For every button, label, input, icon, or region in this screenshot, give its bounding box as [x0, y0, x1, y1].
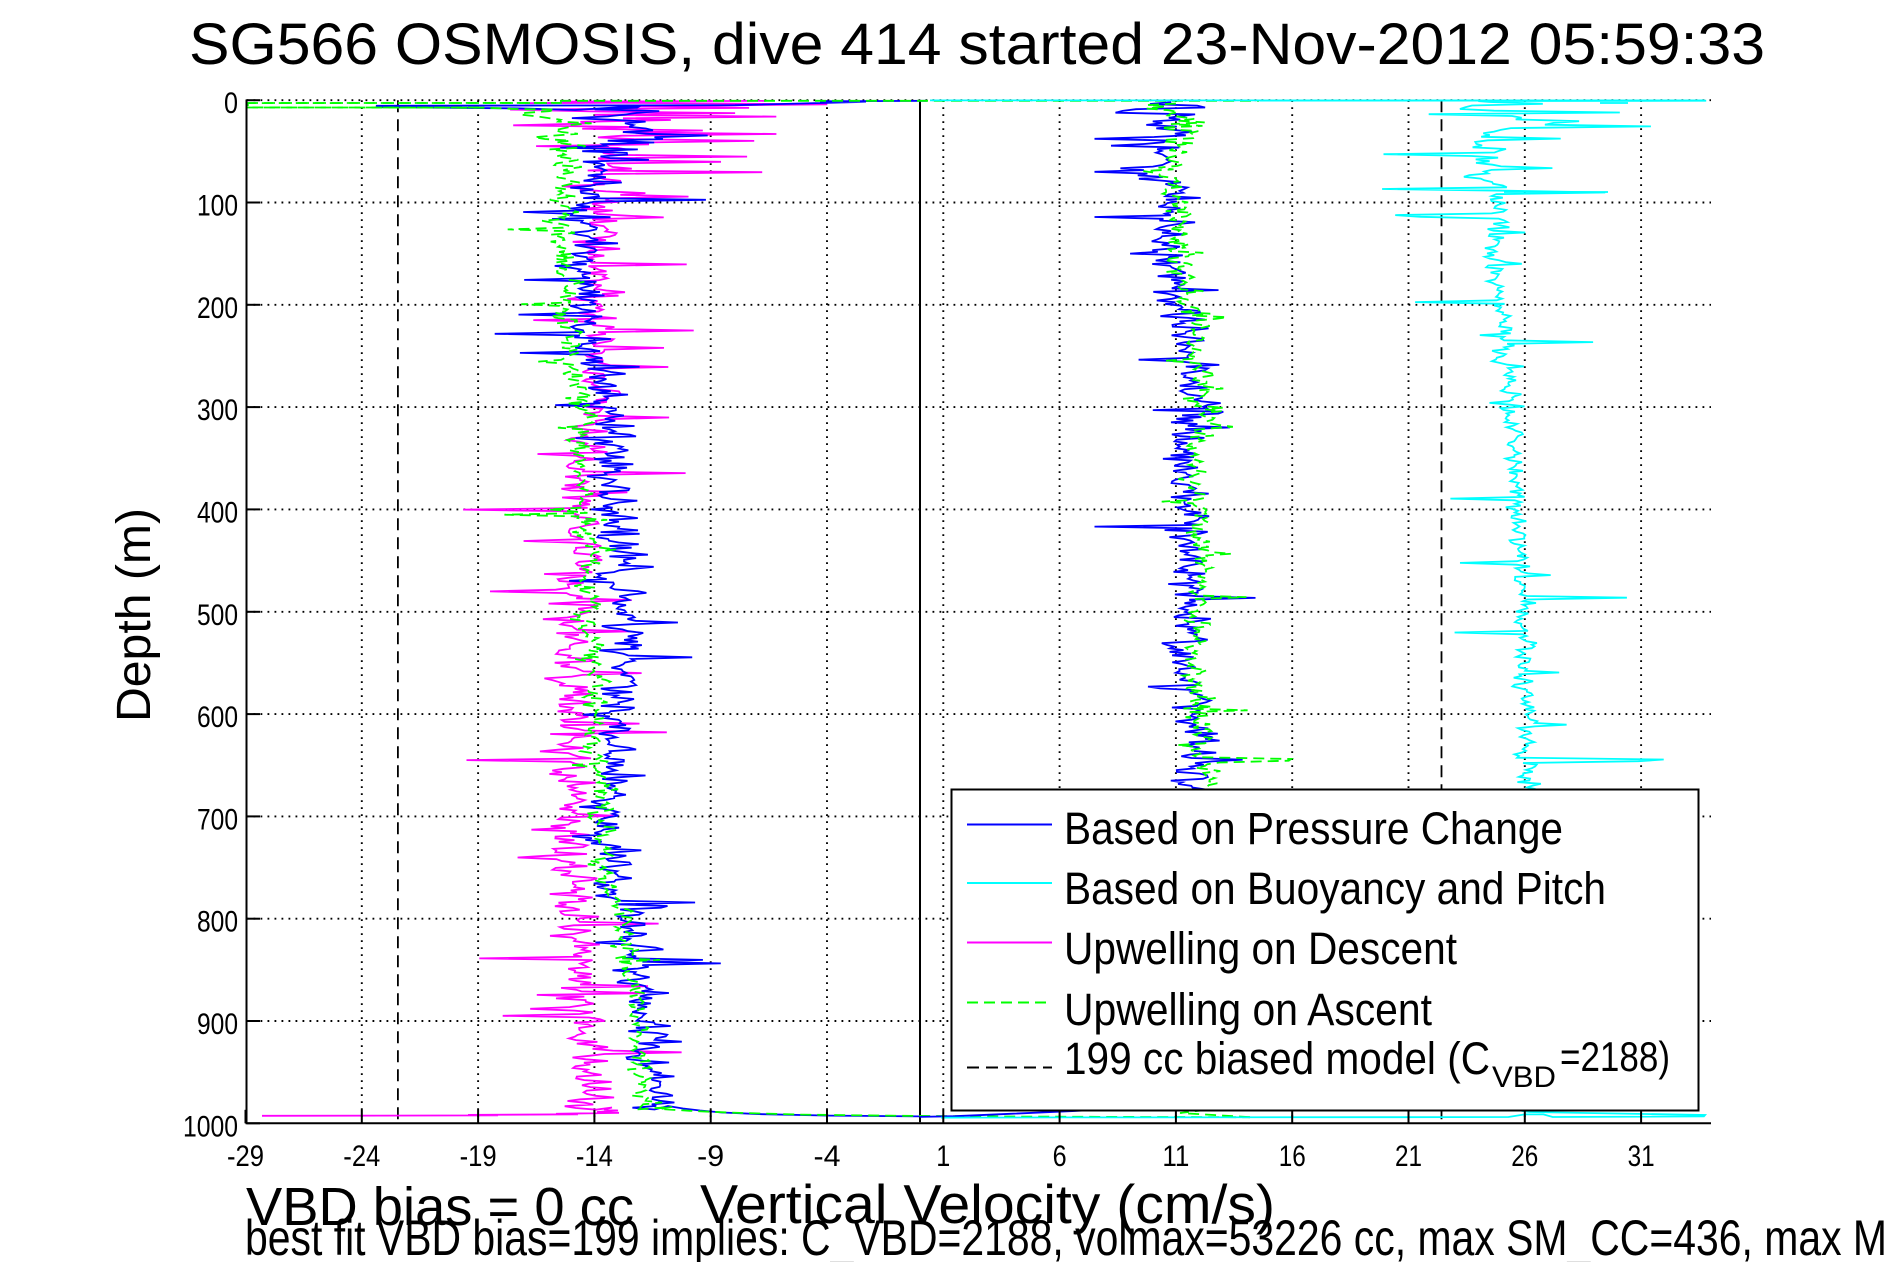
svg-text:Vertical Velocity (cm/s): Vertical Velocity (cm/s) — [700, 1173, 1275, 1235]
svg-text:-4: -4 — [814, 1140, 841, 1173]
svg-text:1: 1 — [936, 1140, 950, 1173]
svg-text:Depth (m): Depth (m) — [108, 508, 161, 722]
svg-text:26: 26 — [1511, 1140, 1538, 1173]
svg-text:Upwelling on Descent: Upwelling on Descent — [1064, 923, 1457, 974]
svg-text:600: 600 — [197, 701, 238, 734]
svg-text:31: 31 — [1628, 1140, 1655, 1173]
svg-text:300: 300 — [197, 394, 238, 427]
svg-text:SG566 OSMOSIS, dive 414 starte: SG566 OSMOSIS, dive 414 started 23-Nov-2… — [189, 12, 1765, 77]
svg-text:VBD: VBD — [1492, 1061, 1556, 1094]
svg-text:800: 800 — [197, 906, 238, 939]
svg-text:900: 900 — [197, 1008, 238, 1041]
svg-text:Based on Buoyancy and Pitch: Based on Buoyancy and Pitch — [1064, 863, 1606, 914]
svg-text:-9: -9 — [697, 1140, 724, 1173]
svg-text:16: 16 — [1279, 1140, 1306, 1173]
svg-text:-24: -24 — [343, 1140, 380, 1173]
svg-text:6: 6 — [1053, 1140, 1067, 1173]
svg-text:11: 11 — [1162, 1140, 1189, 1173]
svg-text:21: 21 — [1395, 1140, 1422, 1173]
svg-text:100: 100 — [197, 190, 238, 223]
svg-text:best fit VBD bias=199 implies:: best fit VBD bias=199 implies: C_VBD=218… — [245, 1210, 1887, 1262]
svg-text:=2188): =2188) — [1560, 1033, 1670, 1080]
svg-text:-14: -14 — [576, 1140, 613, 1173]
svg-text:500: 500 — [197, 599, 238, 632]
svg-text:-19: -19 — [460, 1140, 497, 1173]
svg-text:VBD bias = 0 cc: VBD bias = 0 cc — [246, 1177, 634, 1237]
svg-text:700: 700 — [197, 803, 238, 836]
svg-text:Based on Pressure Change: Based on Pressure Change — [1064, 803, 1563, 854]
svg-text:200: 200 — [197, 292, 238, 325]
svg-text:0: 0 — [224, 87, 238, 120]
svg-text:400: 400 — [197, 496, 238, 529]
svg-text:-29: -29 — [227, 1140, 264, 1173]
svg-text:Upwelling on Ascent: Upwelling on Ascent — [1064, 984, 1432, 1035]
svg-text:199 cc biased model (C: 199 cc biased model (C — [1064, 1033, 1490, 1084]
svg-text:1000: 1000 — [183, 1110, 238, 1143]
